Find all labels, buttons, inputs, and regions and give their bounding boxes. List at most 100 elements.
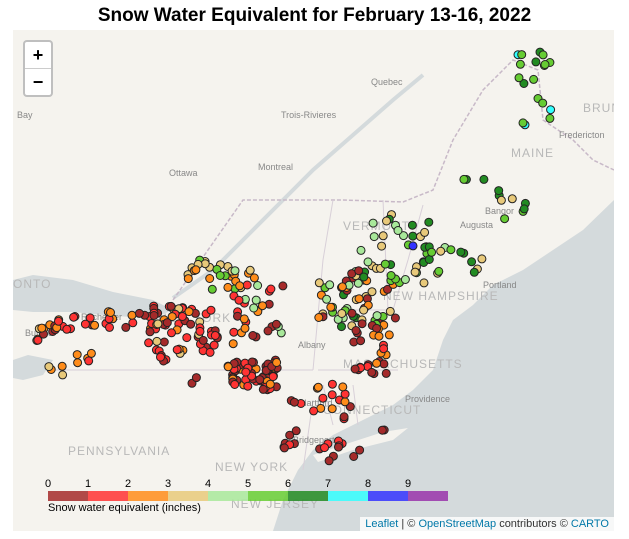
station-marker-134[interactable] bbox=[266, 284, 276, 294]
station-marker-281[interactable] bbox=[399, 231, 408, 241]
station-marker-14[interactable] bbox=[33, 335, 43, 345]
station-marker-350[interactable] bbox=[339, 412, 349, 422]
station-marker-385[interactable] bbox=[540, 60, 550, 69]
station-marker-241[interactable] bbox=[337, 282, 347, 292]
station-marker-78[interactable] bbox=[206, 305, 216, 315]
station-marker-404[interactable] bbox=[407, 220, 417, 230]
station-marker-295[interactable] bbox=[410, 267, 420, 277]
station-marker-333[interactable] bbox=[367, 367, 377, 377]
station-marker-32[interactable] bbox=[105, 322, 114, 332]
station-marker-401[interactable] bbox=[369, 232, 379, 242]
station-marker-76[interactable] bbox=[166, 301, 176, 311]
station-marker-374[interactable] bbox=[514, 73, 524, 83]
station-marker-368[interactable] bbox=[324, 456, 334, 466]
station-marker-234[interactable] bbox=[337, 322, 346, 332]
station-marker-192[interactable] bbox=[243, 381, 253, 391]
station-marker-46[interactable] bbox=[144, 338, 154, 348]
station-marker-210[interactable] bbox=[241, 367, 251, 377]
station-marker-418[interactable] bbox=[73, 358, 83, 368]
station-marker-126[interactable] bbox=[215, 271, 225, 280]
station-marker-412[interactable] bbox=[57, 361, 67, 371]
station-marker-17[interactable] bbox=[54, 316, 63, 326]
station-marker-187[interactable] bbox=[247, 357, 257, 367]
station-marker-151[interactable] bbox=[248, 331, 258, 340]
station-marker-422[interactable] bbox=[191, 373, 201, 383]
station-marker-81[interactable] bbox=[145, 327, 155, 337]
station-marker-135[interactable] bbox=[242, 280, 252, 290]
station-marker-115[interactable] bbox=[205, 274, 215, 283]
station-marker-387[interactable] bbox=[518, 118, 528, 128]
station-marker-262[interactable] bbox=[354, 294, 364, 304]
station-marker-199[interactable] bbox=[265, 379, 275, 389]
station-marker-88[interactable] bbox=[162, 318, 172, 328]
station-marker-157[interactable] bbox=[234, 295, 244, 305]
station-marker-30[interactable] bbox=[69, 312, 79, 322]
station-marker-86[interactable] bbox=[149, 311, 159, 320]
station-marker-332[interactable] bbox=[374, 331, 384, 341]
station-marker-310[interactable] bbox=[427, 247, 437, 257]
station-marker-152[interactable] bbox=[235, 281, 245, 291]
station-marker-335[interactable] bbox=[379, 344, 389, 354]
station-marker-61[interactable] bbox=[182, 333, 192, 343]
station-marker-364[interactable] bbox=[279, 443, 289, 453]
station-marker-188[interactable] bbox=[255, 375, 265, 385]
station-marker-272[interactable] bbox=[372, 311, 382, 321]
leaflet-link[interactable]: Leaflet bbox=[365, 518, 399, 530]
station-marker-372[interactable] bbox=[519, 79, 529, 88]
station-marker-371[interactable] bbox=[529, 74, 539, 84]
station-marker-96[interactable] bbox=[186, 319, 196, 329]
station-marker-370[interactable] bbox=[320, 443, 329, 453]
station-marker-82[interactable] bbox=[167, 312, 177, 322]
station-marker-402[interactable] bbox=[424, 217, 434, 227]
station-marker-397[interactable] bbox=[479, 174, 489, 184]
station-marker-244[interactable] bbox=[325, 280, 335, 290]
station-marker-388[interactable] bbox=[531, 57, 541, 67]
station-marker-311[interactable] bbox=[434, 266, 444, 276]
station-marker-28[interactable] bbox=[85, 313, 95, 323]
station-marker-83[interactable] bbox=[177, 312, 187, 321]
station-marker-253[interactable] bbox=[367, 287, 377, 297]
station-marker-400[interactable] bbox=[420, 227, 430, 237]
station-marker-352[interactable] bbox=[338, 382, 348, 392]
station-marker-330[interactable] bbox=[372, 358, 382, 368]
station-markers[interactable] bbox=[32, 47, 556, 466]
station-marker-301[interactable] bbox=[446, 245, 456, 255]
station-marker-399[interactable] bbox=[459, 174, 469, 184]
station-marker-9[interactable] bbox=[37, 323, 47, 333]
station-marker-205[interactable] bbox=[268, 372, 278, 382]
station-marker-309[interactable] bbox=[469, 267, 479, 277]
station-marker-312[interactable] bbox=[456, 247, 466, 257]
station-marker-337[interactable] bbox=[350, 364, 360, 374]
station-marker-97[interactable] bbox=[153, 319, 163, 329]
station-marker-92[interactable] bbox=[210, 331, 220, 340]
station-marker-380[interactable] bbox=[546, 105, 556, 115]
station-marker-415[interactable] bbox=[44, 362, 54, 372]
station-marker-193[interactable] bbox=[258, 384, 268, 394]
station-marker-33[interactable] bbox=[106, 308, 115, 317]
station-marker-73[interactable] bbox=[172, 345, 182, 355]
station-marker-327[interactable] bbox=[356, 336, 366, 346]
station-marker-250[interactable] bbox=[359, 272, 369, 282]
station-marker-420[interactable] bbox=[72, 350, 82, 360]
station-marker-362[interactable] bbox=[285, 430, 295, 440]
station-marker-414[interactable] bbox=[58, 370, 68, 380]
station-marker-29[interactable] bbox=[127, 310, 137, 320]
station-marker-383[interactable] bbox=[538, 98, 548, 108]
station-marker-274[interactable] bbox=[385, 306, 395, 316]
station-marker-367[interactable] bbox=[355, 445, 365, 455]
station-marker-70[interactable] bbox=[159, 337, 169, 347]
station-marker-394[interactable] bbox=[494, 186, 504, 196]
station-marker-100[interactable] bbox=[245, 265, 255, 275]
station-marker-306[interactable] bbox=[467, 257, 477, 267]
station-marker-24[interactable] bbox=[90, 320, 100, 330]
station-marker-266[interactable] bbox=[357, 319, 367, 329]
station-marker-150[interactable] bbox=[240, 323, 250, 333]
station-marker-202[interactable] bbox=[230, 380, 240, 389]
station-marker-15[interactable] bbox=[62, 324, 72, 334]
station-marker-233[interactable] bbox=[322, 294, 332, 304]
station-marker-246[interactable] bbox=[314, 278, 324, 288]
station-marker-156[interactable] bbox=[239, 314, 249, 324]
station-marker-411[interactable] bbox=[408, 241, 418, 251]
zoom-out-button[interactable]: − bbox=[25, 68, 51, 95]
station-marker-153[interactable] bbox=[271, 319, 281, 329]
